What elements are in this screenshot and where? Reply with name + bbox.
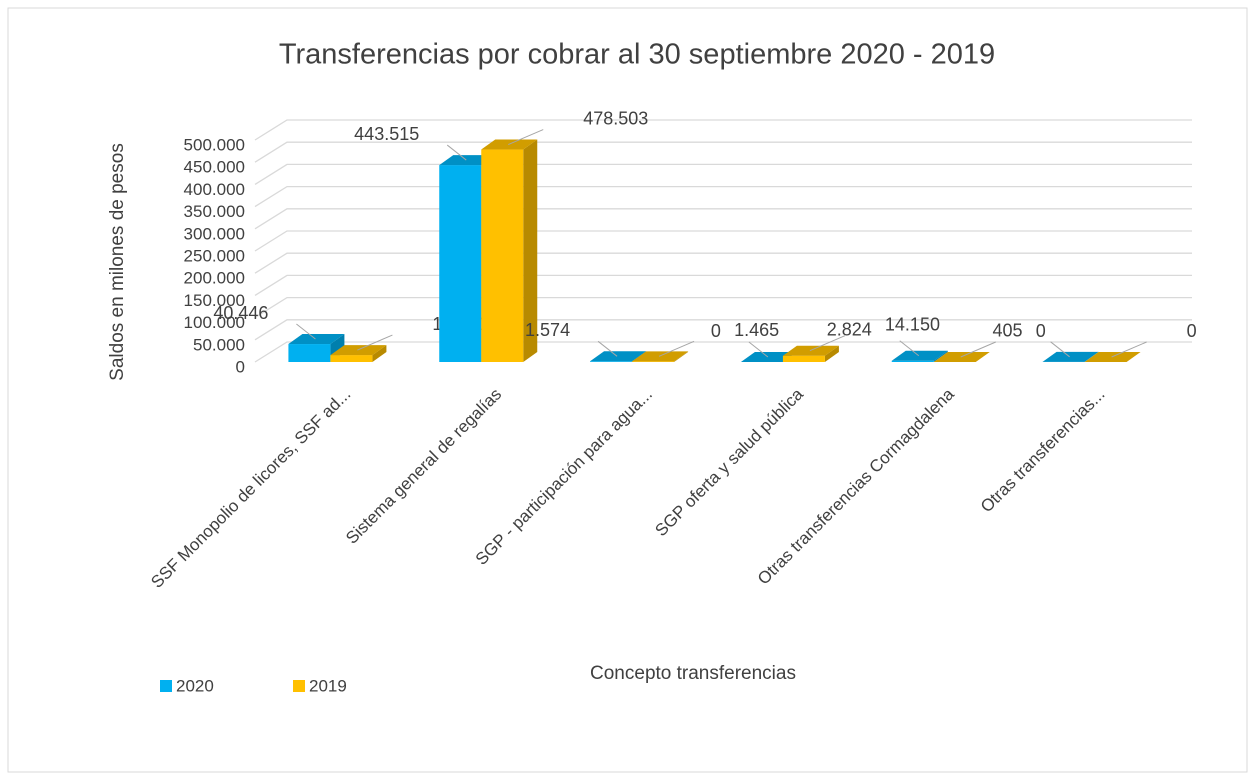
value-label: 40.446 (213, 303, 268, 323)
value-label: 0 (711, 321, 721, 341)
y-tick-label: 500.000 (184, 135, 245, 154)
leader-line (446, 144, 467, 161)
bar (439, 165, 482, 362)
bar (782, 355, 825, 362)
grid-line (254, 274, 1192, 296)
bar-top (1042, 351, 1099, 362)
grid-line (254, 319, 1192, 341)
bar-side (824, 345, 839, 362)
legend-swatch (160, 680, 172, 692)
bar-side (1084, 351, 1099, 362)
value-label: 405 (993, 321, 1023, 341)
value-label: 1.574 (525, 320, 570, 340)
grid-line (254, 208, 1192, 230)
bar-side (933, 350, 948, 362)
grid-line (254, 185, 1192, 208)
grid-line (254, 163, 1192, 185)
bar (288, 344, 331, 362)
leader-line (1050, 341, 1070, 358)
leader-line (296, 323, 316, 340)
leader-line (748, 341, 769, 358)
legend-label: 2019 (309, 676, 347, 695)
leader-line (597, 340, 618, 357)
y-tick-label: 150.000 (184, 291, 245, 310)
chart-frame (7, 7, 1248, 773)
leader-line (508, 129, 544, 146)
y-tick-label: 0 (236, 357, 245, 376)
leader-line (357, 334, 393, 351)
y-tick-label: 250.000 (184, 246, 245, 265)
bar-top (590, 351, 647, 362)
bar-top (288, 334, 345, 345)
bar-side (372, 345, 387, 362)
y-tick-label: 100.000 (184, 313, 245, 332)
leader-line (899, 340, 920, 357)
bar-side (523, 139, 538, 362)
grid-line (254, 230, 1192, 252)
bar-top (891, 350, 948, 361)
y-tick-label: 400.000 (184, 180, 245, 199)
chart-title: Transferencias por cobrar al 30 septiemb… (279, 39, 995, 71)
value-label: 0 (1187, 321, 1197, 341)
value-label: 14.150 (885, 314, 940, 334)
value-label: 0 (1036, 321, 1046, 341)
bar (590, 361, 633, 362)
y-tick-label: 450.000 (184, 158, 245, 177)
legend-swatch (293, 680, 305, 692)
y-tick-label: 50.000 (193, 335, 245, 354)
y-axis-label: Saldos en milones de pesos (107, 143, 128, 381)
bar (632, 361, 675, 362)
grid-line (254, 296, 1192, 319)
legend-label: 2020 (176, 676, 214, 695)
bar (481, 149, 524, 362)
grid-line (254, 341, 1192, 363)
value-label: 443.515 (354, 124, 419, 144)
bar (891, 360, 934, 362)
leader-line (1111, 341, 1147, 358)
grid-line (254, 119, 1192, 141)
grid-line (254, 141, 1192, 163)
y-tick-label: 300.000 (184, 224, 245, 243)
x-axis-label: Concepto transferencias (590, 663, 796, 684)
leader-line (960, 341, 996, 358)
leader-line (658, 340, 695, 357)
leader-line (809, 335, 846, 352)
y-tick-label: 350.000 (184, 202, 245, 221)
value-label: 2.824 (827, 319, 872, 339)
bar-side (674, 351, 689, 362)
value-label: 478.503 (583, 108, 648, 128)
grid-line (254, 252, 1192, 274)
y-tick-label: 200.000 (184, 269, 245, 288)
value-label: 1.465 (734, 320, 779, 340)
bar (330, 355, 373, 362)
